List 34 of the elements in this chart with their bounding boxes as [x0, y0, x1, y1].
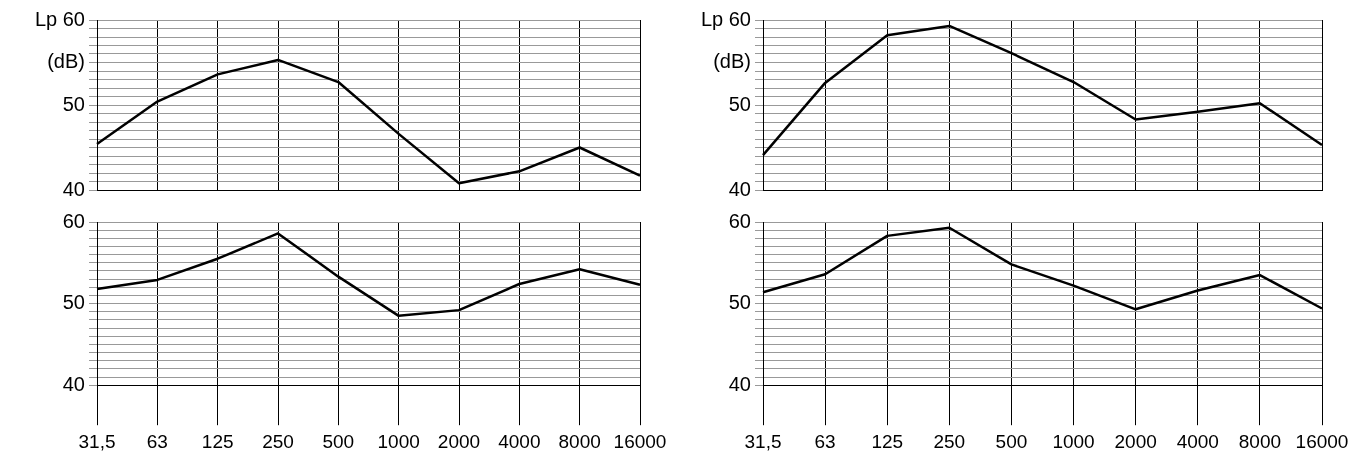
x-tick-label: 2000	[437, 430, 481, 452]
y-tick-label: 40	[728, 372, 751, 395]
x-tick-label: 500	[322, 430, 355, 452]
y-tick-label: 50	[62, 92, 85, 115]
y-tick-label: 40	[62, 372, 85, 395]
y-tick-label: 50	[62, 291, 85, 314]
y-axis-title: (dB)	[713, 50, 751, 73]
y-tick-label: 60	[62, 209, 85, 232]
y-tick-label: Lp 60	[34, 7, 85, 30]
x-tick-label: 125	[201, 430, 234, 452]
x-tick-label: 2000	[1114, 430, 1157, 452]
x-tick-label: 250	[933, 430, 966, 452]
x-tick-label: 31,5	[744, 430, 782, 452]
x-tick-label: 63	[814, 430, 836, 452]
x-tick-label: 8000	[1238, 430, 1282, 452]
x-tick-label: 4000	[498, 430, 541, 452]
x-tick-label: 1000	[377, 430, 420, 452]
y-tick-label: 50	[728, 92, 751, 115]
y-axis-title: (dB)	[47, 50, 85, 73]
x-tick-label: 4000	[1176, 430, 1219, 452]
y-tick-label: 50	[728, 291, 751, 314]
x-tick-label: 63	[146, 430, 168, 452]
x-tick-label: 1000	[1052, 430, 1095, 452]
x-tick-label: 500	[995, 430, 1028, 452]
y-tick-label: 40	[62, 177, 85, 200]
x-tick-label: 16000	[613, 430, 667, 452]
x-tick-label: 31,5	[78, 430, 116, 452]
x-tick-label: 16000	[1295, 430, 1349, 452]
x-tick-label: 8000	[558, 430, 601, 452]
y-tick-label: Lp 60	[700, 7, 751, 30]
y-tick-label: 40	[728, 177, 751, 200]
x-tick-label: 250	[262, 430, 294, 452]
y-tick-label: 60	[728, 209, 751, 232]
x-tick-label: 125	[871, 430, 904, 452]
